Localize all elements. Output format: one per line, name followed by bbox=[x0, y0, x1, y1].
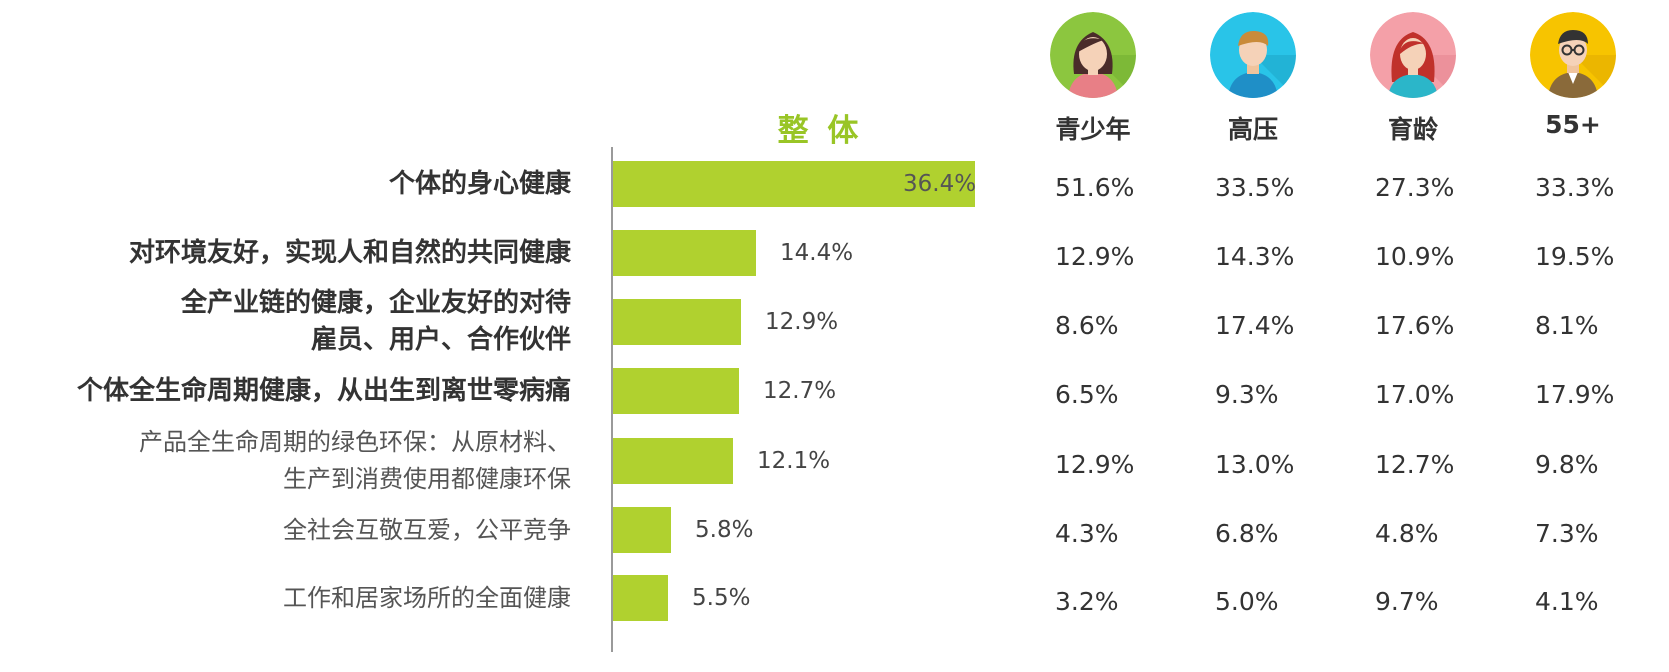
group-value-cell: 6.5% bbox=[1055, 380, 1119, 409]
bar bbox=[613, 438, 733, 484]
category-label: 产品全生命周期的绿色环保：从原材料、生产到消费使用都健康环保 bbox=[139, 424, 571, 498]
group-header: 青少年 bbox=[1055, 115, 1131, 144]
group-value-cell: 9.8% bbox=[1535, 450, 1599, 479]
young-man-avatar-icon bbox=[1210, 12, 1296, 98]
group-value-cell: 33.3% bbox=[1535, 173, 1615, 202]
group-value-cell: 4.3% bbox=[1055, 519, 1119, 548]
bar bbox=[613, 161, 975, 207]
category-label-line: 个体的身心健康 bbox=[388, 168, 571, 199]
category-label-line: 产品全生命周期的绿色环保：从原材料、 bbox=[139, 428, 571, 456]
category-label-line: 对环境友好，实现人和自然的共同健康 bbox=[128, 237, 571, 268]
group-value-cell: 19.5% bbox=[1535, 242, 1615, 271]
group-value-cell: 17.6% bbox=[1375, 311, 1455, 340]
group-value-cell: 9.7% bbox=[1375, 587, 1439, 616]
category-label: 全产业链的健康，企业友好的对待雇员、用户、合作伙伴 bbox=[181, 285, 571, 359]
group-value-cell: 4.1% bbox=[1535, 587, 1599, 616]
bar-value-label: 5.5% bbox=[692, 585, 751, 611]
group-value-cell: 4.8% bbox=[1375, 519, 1439, 548]
bar-value-label: 12.9% bbox=[765, 309, 839, 335]
group-value-cell: 14.3% bbox=[1215, 242, 1295, 271]
group-value-cell: 3.2% bbox=[1055, 587, 1119, 616]
category-label: 对环境友好，实现人和自然的共同健康 bbox=[129, 235, 571, 272]
group-value-cell: 12.7% bbox=[1375, 450, 1455, 479]
group-value-cell: 6.8% bbox=[1215, 519, 1279, 548]
group-value-cell: 8.6% bbox=[1055, 311, 1119, 340]
category-label-line: 个体全生命周期健康，从出生到离世零病痛 bbox=[76, 375, 571, 406]
bar-value-label: 5.8% bbox=[695, 517, 754, 543]
category-label: 工作和居家场所的全面健康 bbox=[283, 580, 571, 617]
bar-value-label: 12.7% bbox=[763, 378, 837, 404]
bar-value-label: 14.4% bbox=[780, 240, 854, 266]
group-value-cell: 13.0% bbox=[1215, 450, 1295, 479]
bar bbox=[613, 368, 739, 414]
category-label: 个体的身心健康 bbox=[389, 166, 571, 203]
woman-avatar-icon bbox=[1370, 12, 1456, 98]
group-value-cell: 7.3% bbox=[1535, 519, 1599, 548]
bar bbox=[613, 299, 741, 345]
bar-value-label: 12.1% bbox=[757, 448, 831, 474]
bar bbox=[613, 230, 756, 276]
category-label-line: 全产业链的健康，企业友好的对待 bbox=[180, 288, 571, 318]
group-value-cell: 33.5% bbox=[1215, 173, 1295, 202]
senior-man-avatar-icon bbox=[1530, 12, 1616, 98]
category-label-line: 工作和居家场所的全面健康 bbox=[283, 583, 571, 612]
group-value-cell: 17.0% bbox=[1375, 380, 1455, 409]
teen-girl-avatar-icon bbox=[1050, 12, 1136, 98]
category-label-line: 雇员、用户、合作伙伴 bbox=[310, 325, 571, 355]
group-value-cell: 12.9% bbox=[1055, 242, 1135, 271]
group-value-cell: 8.1% bbox=[1535, 311, 1599, 340]
group-value-cell: 27.3% bbox=[1375, 173, 1455, 202]
overall-header: 整 体 bbox=[777, 113, 863, 149]
group-value-cell: 17.4% bbox=[1215, 311, 1295, 340]
bar bbox=[613, 507, 671, 553]
group-value-cell: 9.3% bbox=[1215, 380, 1279, 409]
group-header: 高压 bbox=[1227, 115, 1278, 144]
category-label: 个体全生命周期健康，从出生到离世零病痛 bbox=[77, 373, 571, 410]
bar bbox=[613, 575, 668, 621]
group-value-cell: 12.9% bbox=[1055, 450, 1135, 479]
group-header: 育龄 bbox=[1387, 115, 1438, 144]
group-value-cell: 10.9% bbox=[1375, 242, 1455, 271]
group-value-cell: 51.6% bbox=[1055, 173, 1135, 202]
category-label: 全社会互敬互爱，公平竞争 bbox=[283, 512, 571, 549]
group-header: 55+ bbox=[1545, 110, 1601, 139]
group-value-cell: 17.9% bbox=[1535, 380, 1615, 409]
group-value-cell: 5.0% bbox=[1215, 587, 1279, 616]
bar-value-label: 36.4% bbox=[903, 171, 977, 197]
category-label-line: 全社会互敬互爱，公平竞争 bbox=[283, 515, 571, 544]
category-label-line: 生产到消费使用都健康环保 bbox=[283, 465, 571, 493]
y-axis-line bbox=[611, 147, 613, 652]
